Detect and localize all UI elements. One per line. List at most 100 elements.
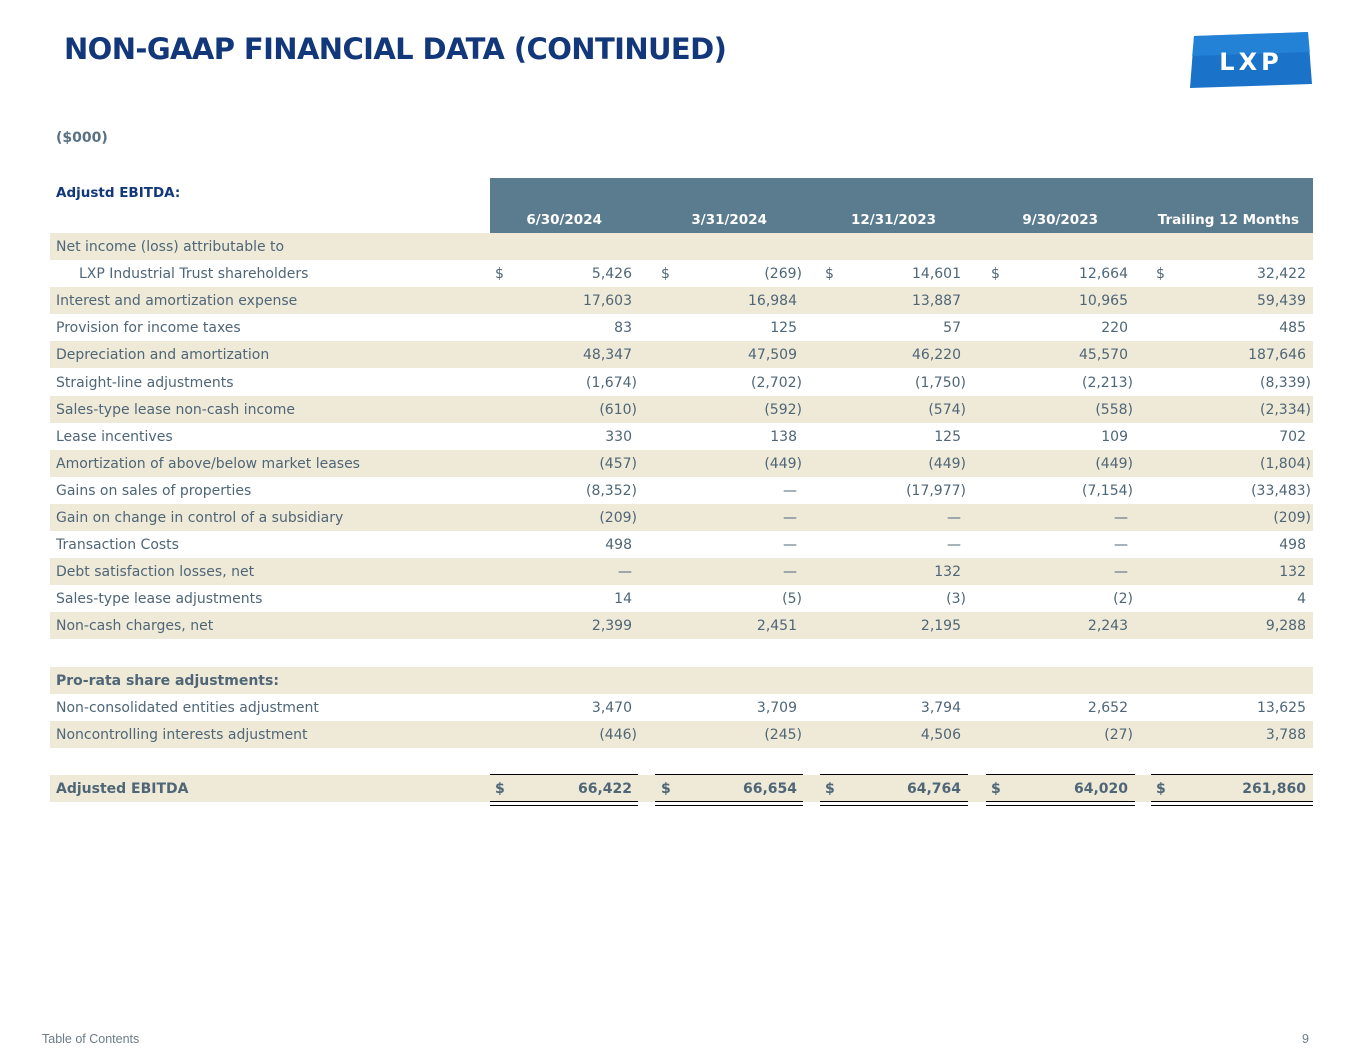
cell-value: (449) [1095, 455, 1133, 472]
table-row: Gains on sales of properties (8,352) — (17,… [50, 477, 1313, 504]
table-row: Noncontrolling interests adjustment (446)… [50, 720, 1313, 748]
cell-value: 702 [1279, 428, 1306, 445]
cell-value: (245) [764, 726, 802, 743]
table-row: LXP Industrial Trust shareholders $5,426 $… [50, 260, 1313, 287]
cell-value: 59,439 [1257, 293, 1306, 310]
total-rule-double [655, 801, 803, 806]
column-header: 6/30/2024 [526, 212, 602, 228]
cell-value: (209) [599, 510, 637, 526]
cell-value: (1,674) [585, 374, 637, 391]
column-header-band [490, 178, 1313, 233]
cell-value: 220 [1101, 320, 1128, 337]
cell-value: (446) [599, 726, 637, 743]
cell-value: 13,887 [912, 293, 961, 310]
cell-value: (1,804) [1259, 455, 1311, 472]
total-rule-double [820, 801, 968, 806]
cell-value: 4,506 [920, 726, 961, 743]
cell-value: 12,664 [1079, 266, 1128, 283]
dollar-sign: $ [1156, 781, 1166, 797]
cell-value: 125 [770, 320, 797, 337]
dollar-sign: $ [991, 781, 1001, 797]
cell-value: 2,399 [591, 618, 632, 635]
table-row: Sales-type lease non-cash income (610) (59… [50, 395, 1313, 423]
column-header: 9/30/2023 [1022, 212, 1098, 228]
cell-value: (2,213) [1081, 374, 1133, 391]
cell-value: — [1114, 564, 1128, 581]
cell-value: 125 [934, 428, 961, 445]
row-label: Transaction Costs [56, 537, 179, 554]
cell-value: 45,570 [1079, 347, 1128, 364]
table-row: Debt satisfaction losses, net — — 132 — 132 [50, 558, 1313, 586]
table-row: Depreciation and amortization 48,347 47,50… [50, 341, 1313, 369]
row-label: Sales-type lease non-cash income [56, 401, 296, 418]
dollar-sign: $ [825, 266, 834, 283]
cell-value: 13,625 [1257, 699, 1306, 716]
row-label: Interest and amortization expense [56, 293, 298, 310]
cell-value: 330 [605, 428, 632, 445]
cell-value: — [783, 482, 797, 499]
row-label: Gains on sales of properties [56, 482, 252, 499]
lxp-logo: LXP [1190, 32, 1312, 88]
cell-value: (17,977) [906, 482, 966, 499]
table-row: Non-consolidated entities adjustment 3,47… [50, 694, 1313, 721]
cell-value: (7,154) [1081, 482, 1133, 499]
page-number: 9 [1302, 1032, 1309, 1046]
cell-value: (610) [599, 401, 637, 418]
total-rule-top [1151, 774, 1313, 775]
cell-value: 57 [943, 320, 961, 337]
row-label: Straight-line adjustments [56, 374, 234, 391]
row-label: Sales-type lease adjustments [56, 591, 263, 608]
row-label: Amortization of above/below market lease… [56, 455, 360, 472]
row-label: Non-consolidated entities adjustment [56, 699, 319, 716]
table-row: Provision for income taxes 83 125 57 220 485 [50, 314, 1313, 341]
cell-value: (3) [946, 591, 966, 608]
cell-value: (558) [1095, 401, 1133, 418]
cell-value: 2,195 [920, 618, 961, 635]
total-rule-top [986, 774, 1135, 775]
cell-value: 2,243 [1087, 618, 1128, 635]
cell-value: 48,347 [583, 347, 632, 364]
table-row: Straight-line adjustments (1,674) (2,702) (… [50, 369, 1313, 396]
dollar-sign: $ [495, 266, 504, 283]
table-row: Lease incentives 330 138 125 109 702 [50, 423, 1313, 450]
table-row: Pro-rata share adjustments: [50, 666, 1313, 694]
cell-value: (33,483) [1251, 482, 1311, 499]
cell-value: 64,764 [906, 781, 961, 797]
cell-value: 64,020 [1073, 781, 1128, 797]
cell-value: 4 [1297, 591, 1306, 608]
page-title: NON-GAAP FINANCIAL DATA (CONTINUED) [64, 32, 727, 66]
cell-value: — [783, 537, 797, 554]
row-label: Provision for income taxes [56, 320, 241, 337]
dollar-sign: $ [991, 266, 1000, 283]
total-rule-top [655, 774, 803, 775]
cell-value: 3,788 [1265, 726, 1306, 743]
table-row: Non-cash charges, net 2,399 2,451 2,195 2,24… [50, 612, 1313, 640]
dollar-sign: $ [825, 781, 835, 797]
table-row: Gain on change in control of a subsidiar… [50, 504, 1313, 531]
cell-value: 3,709 [756, 699, 797, 716]
cell-value: (8,352) [585, 482, 637, 499]
table-row: Sales-type lease adjustments 14 (5) (3) (2) 4 [50, 585, 1313, 612]
dollar-sign: $ [661, 266, 670, 283]
cell-value: 14,601 [912, 266, 961, 283]
cell-value: 3,794 [920, 699, 961, 716]
cell-value: 47,509 [748, 347, 797, 364]
row-label: Gain on change in control of a subsidiar… [56, 510, 344, 526]
cell-value: 9,288 [1265, 618, 1306, 635]
cell-value: (209) [1273, 510, 1311, 526]
cell-value: 46,220 [912, 347, 961, 364]
cell-value: — [1114, 537, 1128, 554]
cell-value: 10,965 [1079, 293, 1128, 310]
table-row [50, 640, 1313, 667]
cell-value: (2,702) [750, 374, 802, 391]
cell-value: — [947, 510, 961, 526]
table-of-contents-link[interactable]: Table of Contents [42, 1032, 140, 1046]
column-header: 12/31/2023 [850, 212, 936, 228]
cell-value: (574) [928, 401, 966, 418]
cell-value: 17,603 [583, 293, 632, 310]
cell-value: (457) [599, 455, 637, 472]
cell-value: (2) [1113, 591, 1133, 608]
row-label: Non-cash charges, net [56, 618, 214, 635]
column-header: 3/31/2024 [691, 212, 767, 228]
cell-value: 66,422 [577, 781, 632, 797]
